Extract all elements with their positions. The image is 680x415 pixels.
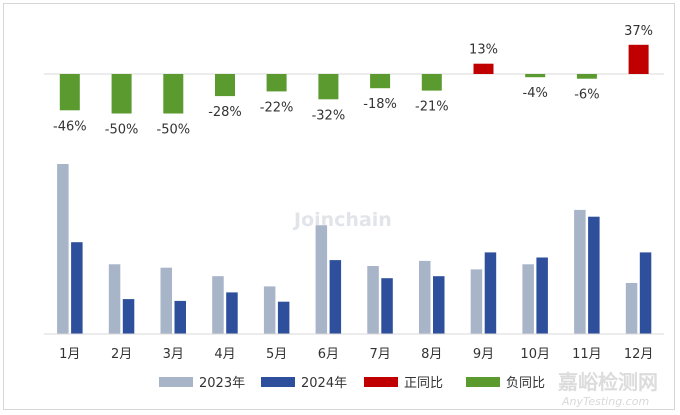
yoy-label-4: -28% xyxy=(208,105,242,120)
x-tick-label-6: 6月 xyxy=(318,347,339,362)
bar-2024-11 xyxy=(588,216,600,334)
yoy-bar-2 xyxy=(111,74,132,114)
chart-frame: -46% -50% -50% -28% -22% -32% -18% -21% 13% -4% -6… xyxy=(3,3,675,410)
bar-2023-3 xyxy=(160,267,172,334)
bar-2024-12 xyxy=(639,252,652,334)
yoy-bar-12 xyxy=(628,44,649,74)
bar-2023-11 xyxy=(574,209,586,334)
yoy-bar-6 xyxy=(318,74,339,100)
yoy-label-12: 37% xyxy=(624,24,653,39)
bar-2024-1 xyxy=(71,242,83,334)
legend-swatch-2 xyxy=(261,377,295,387)
yoy-bar-5 xyxy=(266,74,287,92)
yoy-label-10: -4% xyxy=(523,86,548,101)
x-tick-label-11: 11月 xyxy=(572,347,602,362)
watermark-text: Joinchain xyxy=(292,209,392,231)
bar-2023-9 xyxy=(470,269,483,334)
yoy-label-6: -32% xyxy=(312,108,346,123)
bar-2024-3 xyxy=(174,300,186,334)
x-tick-label-12: 12月 xyxy=(624,347,654,362)
bar-2024-9 xyxy=(484,252,497,334)
bar-2024-6 xyxy=(329,260,342,335)
yoy-bar-10 xyxy=(525,74,546,78)
legend-swatch-1 xyxy=(159,377,193,387)
yoy-bar-11 xyxy=(576,74,597,79)
x-axis-ticks: 1月 2月 3月 4月 5月 6月 7月 8月 9月 10月 11月 12月 xyxy=(59,347,653,362)
bar-2024-7 xyxy=(381,278,393,334)
bar-2023-10 xyxy=(522,264,534,334)
yoy-bars: -46% -50% -50% -28% -22% -32% -18% -21% 13% -4% -6… xyxy=(44,24,664,138)
yoy-label-1: -46% xyxy=(53,119,87,134)
legend-swatch-3 xyxy=(364,377,398,387)
legend-label-2: 2024年 xyxy=(301,376,347,391)
x-tick-label-3: 3月 xyxy=(163,347,184,362)
yoy-bar-9 xyxy=(473,63,494,74)
corner-watermark-url: AnyTesting.com xyxy=(561,395,649,408)
x-tick-label-10: 10月 xyxy=(520,347,550,362)
yoy-bar-1 xyxy=(59,74,80,111)
bar-2024-5 xyxy=(277,301,290,334)
bar-2023-2 xyxy=(108,264,121,334)
x-tick-label-7: 7月 xyxy=(369,347,390,362)
yoy-bar-7 xyxy=(370,74,391,89)
x-tick-label-5: 5月 xyxy=(266,347,287,362)
monthly-bars xyxy=(57,164,652,335)
corner-watermark-title: 嘉峪检测网 xyxy=(557,370,658,394)
bar-2023-4 xyxy=(212,276,224,334)
bar-2023-5 xyxy=(263,286,276,334)
legend-label-3: 正同比 xyxy=(404,376,443,391)
yoy-label-11: -6% xyxy=(574,88,599,103)
yoy-label-8: -21% xyxy=(415,100,449,115)
legend-label-4: 负同比 xyxy=(506,376,545,391)
yoy-label-3: -50% xyxy=(157,123,191,138)
bar-2024-2 xyxy=(122,299,135,334)
bar-2024-10 xyxy=(536,257,548,334)
legend-label-1: 2023年 xyxy=(199,376,245,391)
x-tick-label-1: 1月 xyxy=(59,347,80,362)
legend-swatch-4 xyxy=(466,377,500,387)
yoy-label-5: -22% xyxy=(260,100,294,115)
legend: 2023年 2024年 正同比 负同比 xyxy=(159,376,545,391)
yoy-bar-8 xyxy=(421,74,442,91)
bar-2023-8 xyxy=(419,260,431,334)
yoy-bar-4 xyxy=(215,74,235,97)
bar-2023-1 xyxy=(57,164,69,334)
bar-2023-12 xyxy=(625,283,638,334)
x-tick-label-8: 8月 xyxy=(421,347,442,362)
yoy-label-9: 13% xyxy=(469,43,498,58)
bar-2023-7 xyxy=(367,266,379,334)
x-tick-label-9: 9月 xyxy=(473,347,494,362)
x-tick-label-4: 4月 xyxy=(214,347,235,362)
x-tick-label-2: 2月 xyxy=(111,347,132,362)
bar-2023-6 xyxy=(315,225,328,334)
yoy-bar-3 xyxy=(163,74,184,114)
bar-2024-4 xyxy=(226,292,238,334)
yoy-label-2: -50% xyxy=(105,123,139,138)
yoy-label-7: -18% xyxy=(363,97,397,112)
bar-2024-8 xyxy=(433,276,445,334)
chart: -46% -50% -50% -28% -22% -32% -18% -21% 13% -4% -6… xyxy=(44,24,664,408)
